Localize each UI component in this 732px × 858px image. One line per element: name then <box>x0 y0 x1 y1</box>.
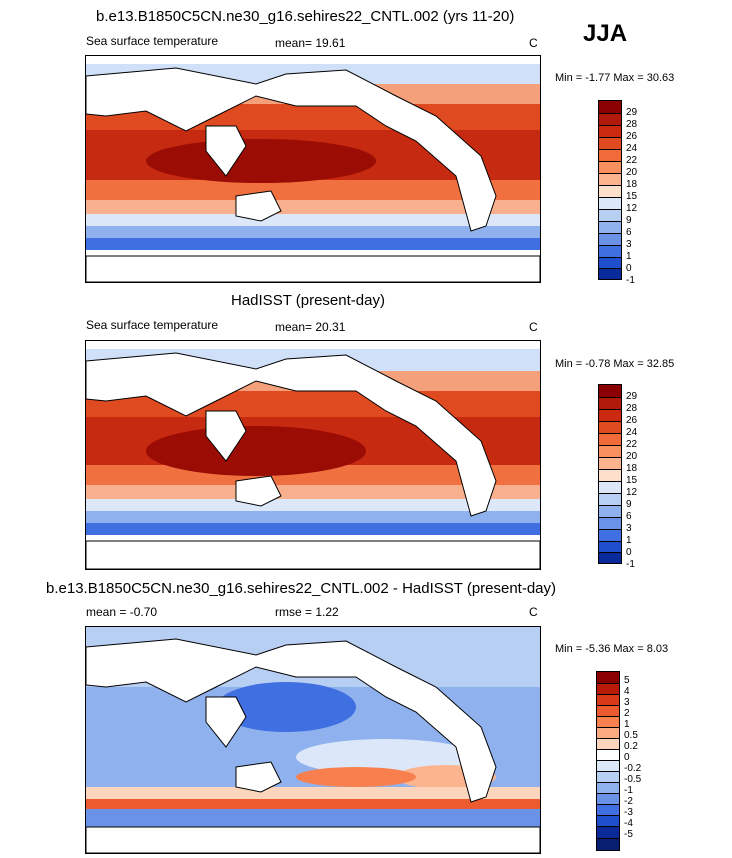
panel-3-mean: mean = -0.70 <box>86 605 158 619</box>
cbar3-tick: 0.2 <box>624 741 638 752</box>
cbar3-tick: -4 <box>624 818 633 829</box>
panel-1-map <box>85 55 541 283</box>
cbar3-tick: 0.5 <box>624 730 638 741</box>
cbar1-tick: 29 <box>626 107 638 118</box>
cbar2-tick: 0 <box>626 547 632 558</box>
panel-2-colorbar <box>598 384 622 564</box>
cbar1-tick: 12 <box>626 203 638 214</box>
cbar2-tick: 6 <box>626 511 632 522</box>
panel-2-minmax: Min = -0.78 Max = 32.85 <box>555 358 675 370</box>
cbar3-tick: 4 <box>624 686 630 697</box>
panel-3-title: b.e13.B1850C5CN.ne30_g16.sehires22_CNTL.… <box>46 580 557 597</box>
cbar2-tick: 18 <box>626 463 638 474</box>
panel-2-title: HadISST (present-day) <box>231 292 385 309</box>
cbar3-tick: -0.2 <box>624 763 642 774</box>
cbar1-tick: 28 <box>626 119 638 130</box>
panel-1-mean: mean= 19.61 <box>275 36 346 50</box>
cbar3-tick: 5 <box>624 675 630 686</box>
cbar2-tick: 28 <box>626 403 638 414</box>
cbar2-tick: 15 <box>626 475 638 486</box>
cbar2-tick: 9 <box>626 499 632 510</box>
panel-3-rmse: rmse = 1.22 <box>275 605 339 619</box>
panel-2-mean: mean= 20.31 <box>275 320 346 334</box>
panel-1-variable: Sea surface temperature <box>86 34 219 48</box>
panel-1-colorbar <box>598 100 622 280</box>
cbar3-tick: -3 <box>624 807 633 818</box>
cbar2-tick: 24 <box>626 427 638 438</box>
cbar1-tick: 1 <box>626 251 632 262</box>
cbar3-tick: 1 <box>624 719 630 730</box>
cbar3-tick: 2 <box>624 708 630 719</box>
cbar3-tick: 0 <box>624 752 630 763</box>
panel-1-title: b.e13.B1850C5CN.ne30_g16.sehires22_CNTL.… <box>96 8 515 25</box>
panel-2-units: C <box>529 320 538 334</box>
sst-model-map <box>86 56 540 282</box>
cbar3-tick: -0.5 <box>624 774 642 785</box>
panel-3-colorbar <box>596 671 620 851</box>
cbar2-tick: -1 <box>626 559 635 570</box>
cbar3-tick: -5 <box>624 829 633 840</box>
cbar2-tick: 1 <box>626 535 632 546</box>
cbar2-tick: 29 <box>626 391 638 402</box>
cbar2-tick: 12 <box>626 487 638 498</box>
cbar2-tick: 3 <box>626 523 632 534</box>
season-label: JJA <box>583 20 628 47</box>
cbar1-tick: 15 <box>626 191 638 202</box>
cbar1-tick: 6 <box>626 227 632 238</box>
cbar1-tick: 20 <box>626 167 638 178</box>
panel-3-minmax: Min = -5.36 Max = 8.03 <box>555 643 669 655</box>
panel-3-map <box>85 626 541 854</box>
panel-2-variable: Sea surface temperature <box>86 318 219 332</box>
cbar1-tick: 22 <box>626 155 638 166</box>
cbar1-tick: 0 <box>626 263 632 274</box>
cbar3-tick: 3 <box>624 697 630 708</box>
cbar1-tick: 18 <box>626 179 638 190</box>
cbar1-tick: 24 <box>626 143 638 154</box>
cbar1-tick: 9 <box>626 215 632 226</box>
cbar1-tick: 26 <box>626 131 638 142</box>
cbar3-tick: -2 <box>624 796 633 807</box>
cbar2-tick: 20 <box>626 451 638 462</box>
panel-1-units: C <box>529 36 538 50</box>
cbar3-tick: -1 <box>624 785 633 796</box>
cbar2-tick: 22 <box>626 439 638 450</box>
panel-1-minmax: Min = -1.77 Max = 30.63 <box>555 72 675 84</box>
panel-2-map <box>85 340 541 570</box>
sst-diff-map <box>86 627 540 853</box>
panel-3-units: C <box>529 605 538 619</box>
sst-obs-map <box>86 341 540 569</box>
cbar1-tick: -1 <box>626 275 635 286</box>
cbar2-tick: 26 <box>626 415 638 426</box>
cbar1-tick: 3 <box>626 239 632 250</box>
